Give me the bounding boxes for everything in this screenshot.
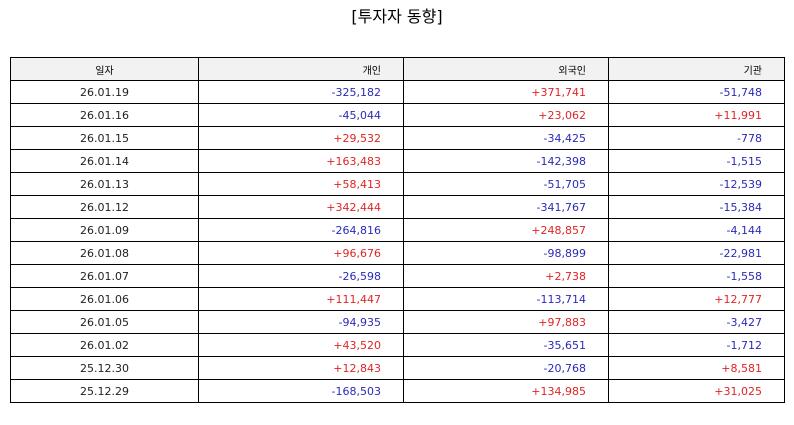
cell-institution: -51,748 <box>608 80 785 104</box>
cell-foreign: -113,714 <box>403 287 609 311</box>
table-row: 26.01.14 +163,483 -142,398 -1,515 <box>10 149 785 173</box>
cell-date: 25.12.30 <box>10 356 199 380</box>
cell-foreign: +134,985 <box>403 379 609 403</box>
cell-individual: +58,413 <box>198 172 404 196</box>
investor-trend-table: 일자 개인 외국인 기관 26.01.19 -325,182 +371,741 -51… <box>10 57 785 403</box>
cell-foreign: +2,738 <box>403 264 609 288</box>
table-row: 25.12.29 -168,503 +134,985 +31,025 <box>10 379 785 403</box>
cell-individual: -168,503 <box>198 379 404 403</box>
cell-foreign: +371,741 <box>403 80 609 104</box>
cell-institution: -1,712 <box>608 333 785 357</box>
cell-foreign: -98,899 <box>403 241 609 265</box>
cell-institution: -22,981 <box>608 241 785 265</box>
table-row: 26.01.13 +58,413 -51,705 -12,539 <box>10 172 785 196</box>
cell-date: 26.01.09 <box>10 218 199 242</box>
table-row: 26.01.12 +342,444 -341,767 -15,384 <box>10 195 785 219</box>
cell-institution: -15,384 <box>608 195 785 219</box>
table-row: 26.01.09 -264,816 +248,857 -4,144 <box>10 218 785 242</box>
cell-foreign: +248,857 <box>403 218 609 242</box>
cell-institution: -778 <box>608 126 785 150</box>
cell-foreign: -34,425 <box>403 126 609 150</box>
cell-date: 26.01.14 <box>10 149 199 173</box>
cell-date: 26.01.07 <box>10 264 199 288</box>
cell-individual: -26,598 <box>198 264 404 288</box>
cell-foreign: -142,398 <box>403 149 609 173</box>
cell-institution: -1,558 <box>608 264 785 288</box>
cell-date: 26.01.06 <box>10 287 199 311</box>
cell-institution: +31,025 <box>608 379 785 403</box>
cell-individual: +12,843 <box>198 356 404 380</box>
table-body: 26.01.19 -325,182 +371,741 -51,748 26.01.16-… <box>10 80 785 403</box>
cell-individual: -264,816 <box>198 218 404 242</box>
header-date: 일자 <box>10 57 199 81</box>
cell-individual: -94,935 <box>198 310 404 334</box>
page-title: [투자자 동향] <box>351 7 443 26</box>
table-row: 26.01.08 +96,676 -98,899 -22,981 <box>10 241 785 265</box>
table-row: 25.12.30 +12,843 -20,768 +8,581 <box>10 356 785 380</box>
cell-institution: +11,991 <box>608 103 785 127</box>
cell-individual: +29,532 <box>198 126 404 150</box>
cell-date: 26.01.02 <box>10 333 199 357</box>
cell-institution: +12,777 <box>608 287 785 311</box>
cell-date: 25.12.29 <box>10 379 199 403</box>
cell-foreign: +97,883 <box>403 310 609 334</box>
header-individual: 개인 <box>198 57 404 81</box>
cell-date: 26.01.19 <box>10 80 199 104</box>
table-row: 26.01.07 -26,598 +2,738 -1,558 <box>10 264 785 288</box>
cell-institution: -12,539 <box>608 172 785 196</box>
cell-date: 26.01.15 <box>10 126 199 150</box>
cell-individual: +96,676 <box>198 241 404 265</box>
header-institution: 기관 <box>608 57 785 81</box>
table-header-row: 일자 개인 외국인 기관 <box>10 57 785 81</box>
cell-institution: -4,144 <box>608 218 785 242</box>
cell-individual: -45,044 <box>198 103 404 127</box>
table-row: 26.01.19 -325,182 +371,741 -51,748 <box>10 80 785 104</box>
table-row: 26.01.05 -94,935 +97,883 -3,427 <box>10 310 785 334</box>
cell-foreign: -35,651 <box>403 333 609 357</box>
cell-foreign: -51,705 <box>403 172 609 196</box>
cell-date: 26.01.05 <box>10 310 199 334</box>
cell-individual: +43,520 <box>198 333 404 357</box>
table-row: 26.01.06 +111,447 -113,714 +12,777 <box>10 287 785 311</box>
cell-individual: -325,182 <box>198 80 404 104</box>
cell-date: 26.01.16 <box>10 103 199 127</box>
table-row: 26.01.02 +43,520 -35,651 -1,712 <box>10 333 785 357</box>
cell-individual: +163,483 <box>198 149 404 173</box>
cell-date: 26.01.13 <box>10 172 199 196</box>
cell-individual: +342,444 <box>198 195 404 219</box>
cell-date: 26.01.08 <box>10 241 199 265</box>
cell-foreign: +23,062 <box>403 103 609 127</box>
table-row: 26.01.15 +29,532 -34,425 -778 <box>10 126 785 150</box>
cell-institution: +8,581 <box>608 356 785 380</box>
cell-institution: -3,427 <box>608 310 785 334</box>
header-foreign: 외국인 <box>403 57 609 81</box>
cell-individual: +111,447 <box>198 287 404 311</box>
table-row: 26.01.16 -45,044 +23,062 +11,991 <box>10 103 785 127</box>
cell-foreign: -20,768 <box>403 356 609 380</box>
cell-date: 26.01.12 <box>10 195 199 219</box>
cell-institution: -1,515 <box>608 149 785 173</box>
cell-foreign: -341,767 <box>403 195 609 219</box>
